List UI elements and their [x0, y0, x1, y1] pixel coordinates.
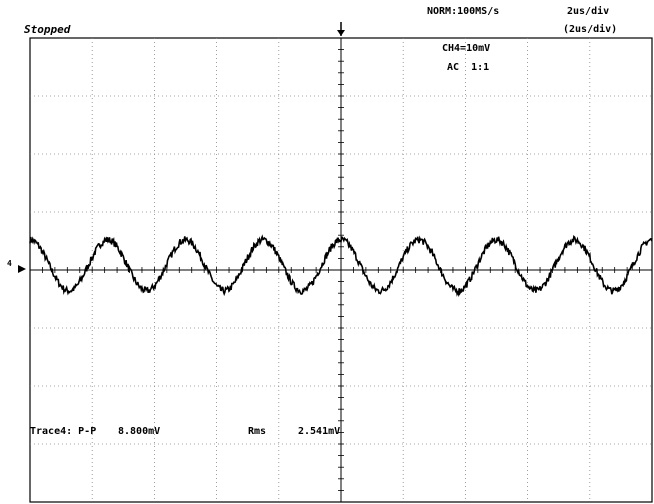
time-per-division: 2us/div: [567, 6, 610, 17]
trace-measure-label: Trace4: P-P: [30, 426, 97, 437]
channel-4-marker-icon: 4: [7, 259, 26, 273]
channel-4-scale: CH4=10mV: [442, 43, 491, 54]
trigger-marker-icon: [337, 22, 345, 36]
acquisition-status: Stopped: [24, 23, 71, 36]
rms-value: 2.541mV: [298, 426, 341, 437]
time-per-division-secondary: (2us/div): [563, 24, 618, 35]
rms-label: Rms: [248, 426, 267, 437]
channel-coupling: AC 1:1: [447, 62, 490, 73]
trace-4-waveform: [29, 234, 653, 298]
channel-marker-label: 4: [7, 259, 12, 268]
sample-rate: NORM:100MS/s: [427, 6, 500, 17]
peak-to-peak-value: 8.800mV: [118, 426, 161, 437]
